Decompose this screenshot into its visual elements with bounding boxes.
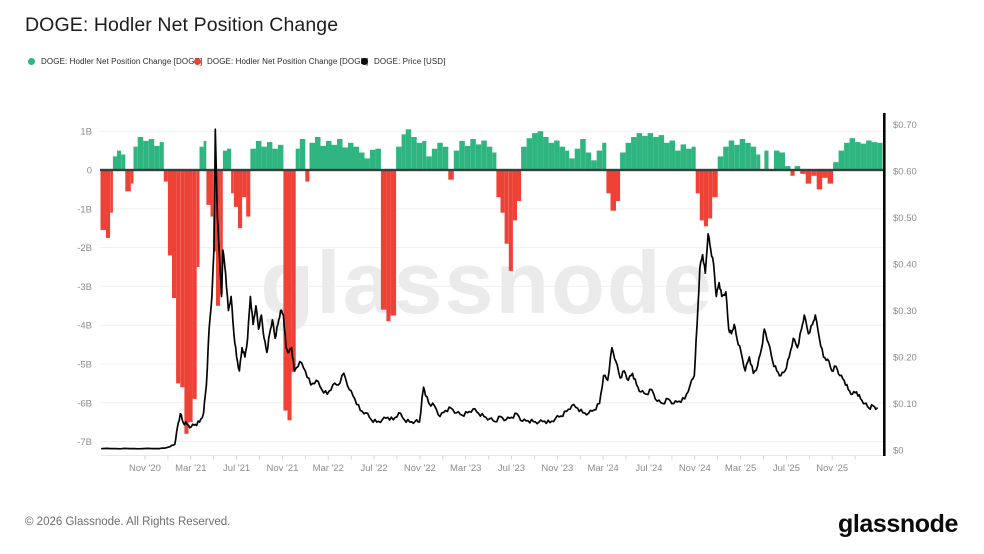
net-position-change-area <box>100 129 883 434</box>
svg-text:Nov '21: Nov '21 <box>266 463 298 474</box>
svg-text:Nov '24: Nov '24 <box>679 463 711 474</box>
svg-text:Nov '25: Nov '25 <box>816 463 848 474</box>
svg-text:$0.70: $0.70 <box>893 120 917 131</box>
legend-item-hodler-npc-negative[interactable]: DOGE: Hodler Net Position Change [DOGE] <box>194 57 368 66</box>
svg-text:$0.40: $0.40 <box>893 260 917 271</box>
page-title: DOGE: Hodler Net Position Change <box>25 14 339 36</box>
svg-text:Jul '25: Jul '25 <box>773 463 800 474</box>
svg-text:$0.60: $0.60 <box>893 167 917 178</box>
svg-text:-4B: -4B <box>77 321 92 332</box>
svg-text:Mar '22: Mar '22 <box>313 463 344 474</box>
legend-item-price[interactable]: DOGE: Price [USD] <box>361 57 446 66</box>
svg-text:$0.50: $0.50 <box>893 213 917 224</box>
svg-text:Nov '20: Nov '20 <box>129 463 161 474</box>
axis-labels: 1B 0 -1B -2B -3B -4B -5B -6B -7B $0.70 $0.60 $0.50 $… <box>77 120 917 474</box>
svg-text:Mar '25: Mar '25 <box>725 463 756 474</box>
svg-text:$0: $0 <box>893 446 904 457</box>
svg-text:-2B: -2B <box>77 243 92 254</box>
svg-text:-5B: -5B <box>77 360 92 371</box>
legend-item-label: DOGE: Hodler Net Position Change [DOGE] <box>207 57 369 66</box>
svg-text:Jul '21: Jul '21 <box>223 463 250 474</box>
svg-text:-1B: -1B <box>77 204 92 215</box>
svg-text:-3B: -3B <box>77 282 92 293</box>
price-line <box>101 128 878 450</box>
svg-text:$0.20: $0.20 <box>893 353 917 364</box>
red-dot-icon <box>194 58 201 65</box>
svg-text:Jul '23: Jul '23 <box>498 463 525 474</box>
svg-text:Nov '23: Nov '23 <box>541 463 573 474</box>
svg-text:-6B: -6B <box>77 398 92 409</box>
black-dot-icon <box>361 58 368 65</box>
glassnode-logo: glassnode <box>837 510 958 538</box>
copyright-text: © 2026 Glassnode. All Rights Reserved. <box>25 516 231 528</box>
svg-text:$0.10: $0.10 <box>893 399 917 410</box>
legend-item-label: DOGE: Price [USD] <box>374 57 446 66</box>
svg-text:1B: 1B <box>80 127 92 138</box>
legend-item-hodler-npc-positive[interactable]: DOGE: Hodler Net Position Change [DOGE] <box>28 57 202 66</box>
svg-text:Nov '22: Nov '22 <box>404 463 436 474</box>
svg-text:0: 0 <box>87 166 92 177</box>
axis-lines <box>100 113 886 460</box>
green-dot-icon <box>28 58 35 65</box>
svg-text:$0.30: $0.30 <box>893 306 917 317</box>
svg-text:Jul '24: Jul '24 <box>635 463 662 474</box>
svg-text:-7B: -7B <box>77 437 92 448</box>
glassnode-watermark: glassnode <box>260 233 713 332</box>
svg-text:Jul '22: Jul '22 <box>360 463 387 474</box>
legend-item-label: DOGE: Hodler Net Position Change [DOGE] <box>41 57 203 66</box>
svg-text:Mar '23: Mar '23 <box>450 463 481 474</box>
svg-text:Mar '21: Mar '21 <box>175 463 206 474</box>
svg-text:Mar '24: Mar '24 <box>587 463 618 474</box>
